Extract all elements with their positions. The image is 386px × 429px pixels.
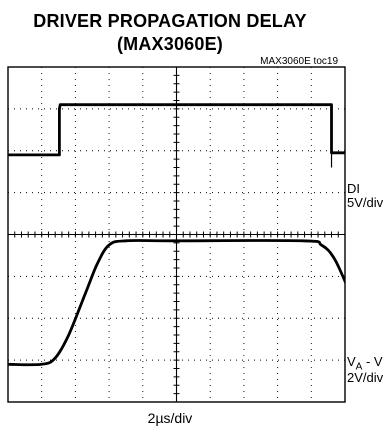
- waveform-va-vb: [8, 239, 345, 367]
- channel1-scale: 5V/div: [347, 195, 384, 210]
- channel2-name: VA - V: [347, 354, 383, 375]
- waveform-di: [8, 103, 345, 157]
- channel2-name-main: V: [347, 354, 356, 369]
- channel2-name-tail: - V: [362, 354, 383, 369]
- chart-title-line2: (MAX3060E): [116, 34, 224, 54]
- x-axis-label: 2µs/div: [147, 410, 193, 426]
- channel2-scale: 2V/div: [347, 370, 384, 385]
- figure-id-note: MAX3060E toc19: [260, 56, 338, 67]
- chart-title-line1: DRIVER PROPAGATION DELAY: [33, 11, 307, 31]
- channel2-name-sub: A: [355, 361, 363, 373]
- channel1-name: DI: [347, 181, 360, 196]
